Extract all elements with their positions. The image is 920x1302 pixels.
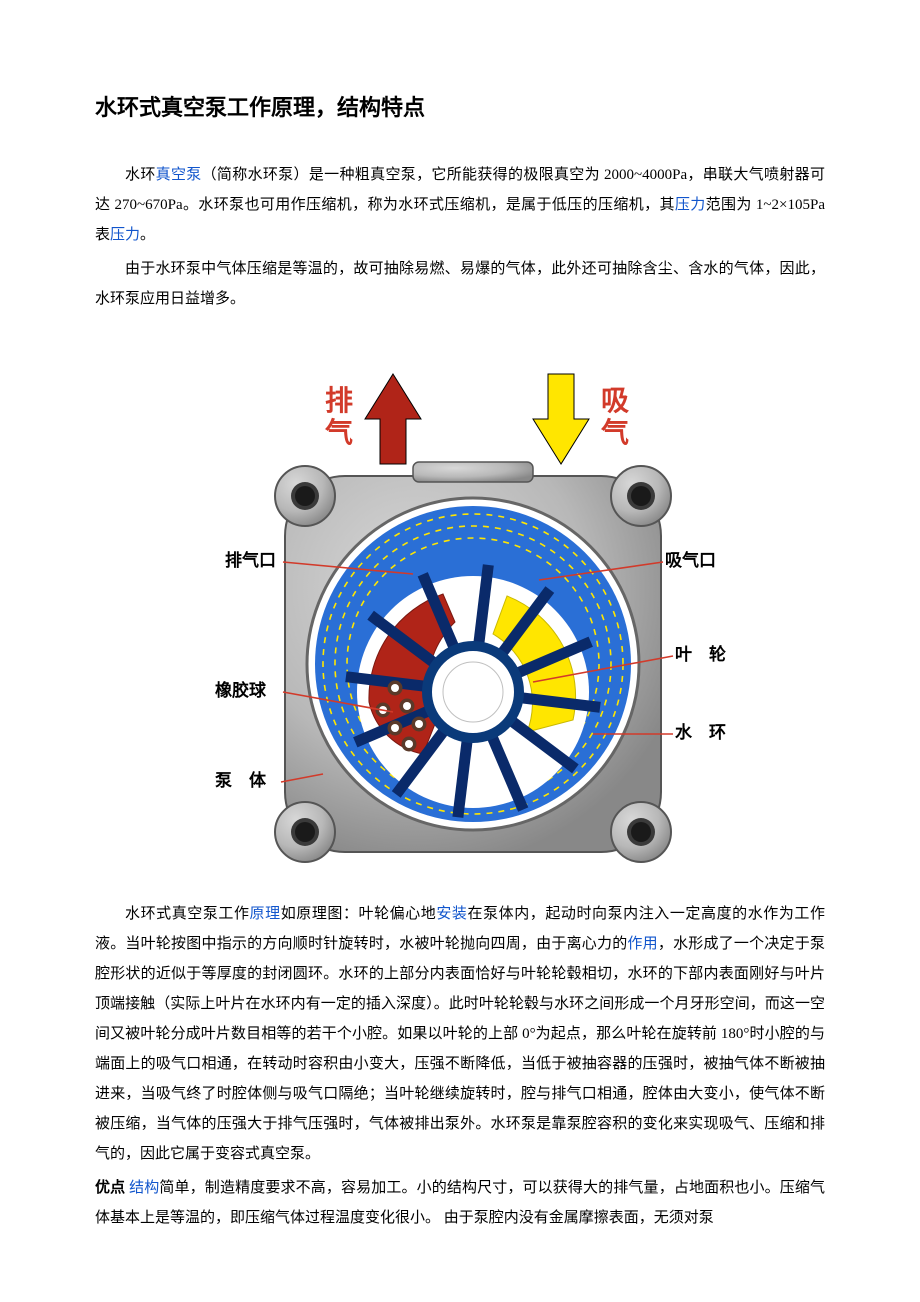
link-install[interactable]: 安装: [436, 906, 467, 922]
link-pressure-2[interactable]: 压力: [110, 227, 140, 243]
pump-diagram-svg: 排气 吸气排气口 吸气口橡胶球 叶 轮水 环泵 体: [183, 344, 738, 869]
svg-text:吸气: 吸气: [600, 386, 629, 449]
svg-text:叶 轮: 叶 轮: [675, 644, 726, 664]
svg-text:排气口: 排气口: [225, 550, 276, 570]
text: 简单，制造精度要求不高，容易加工。小的结构尺寸，可以获得大的排气量，占地面积也小…: [95, 1180, 825, 1226]
working-principle-paragraph: 水环式真空泵工作原理如原理图：叶轮偏心地安装在泵体内，起动时向泵内注入一定高度的…: [95, 899, 825, 1169]
svg-text:吸气口: 吸气口: [665, 550, 716, 570]
svg-text:排气: 排气: [323, 385, 352, 449]
svg-text:泵 体: 泵 体: [215, 770, 267, 790]
text: 水环式真空泵工作: [125, 906, 250, 922]
svg-text:水 环: 水 环: [675, 722, 726, 742]
pump-diagram: 排气 吸气排气口 吸气口橡胶球 叶 轮水 环泵 体: [183, 344, 738, 869]
link-effect[interactable]: 作用: [627, 936, 657, 952]
text: ，水形成了一个决定于泵腔形状的近似于等厚度的封闭圆环。水环的上部分内表面恰好与叶…: [95, 936, 825, 1162]
intro-paragraph-2: 由于水环泵中气体压缩是等温的，故可抽除易燃、易爆的气体，此外还可抽除含尘、含水的…: [95, 254, 825, 314]
advantages-paragraph: 优点 结构简单，制造精度要求不高，容易加工。小的结构尺寸，可以获得大的排气量，占…: [95, 1173, 825, 1233]
link-pressure-1[interactable]: 压力: [675, 197, 706, 213]
text: 如原理图：叶轮偏心地: [281, 906, 437, 922]
intro-paragraph-1: 水环真空泵（简称水环泵）是一种粗真空泵，它所能获得的极限真空为 2000~400…: [95, 160, 825, 250]
text: 。: [140, 227, 155, 243]
link-vacuum-pump[interactable]: 真空泵: [156, 167, 202, 183]
svg-text:橡胶球: 橡胶球: [215, 680, 267, 700]
advantages-label: 优点: [95, 1180, 125, 1196]
link-structure[interactable]: 结构: [129, 1180, 159, 1196]
page-title: 水环式真空泵工作原理，结构特点: [95, 90, 825, 122]
text: 水环: [125, 167, 156, 183]
link-principle[interactable]: 原理: [250, 906, 281, 922]
